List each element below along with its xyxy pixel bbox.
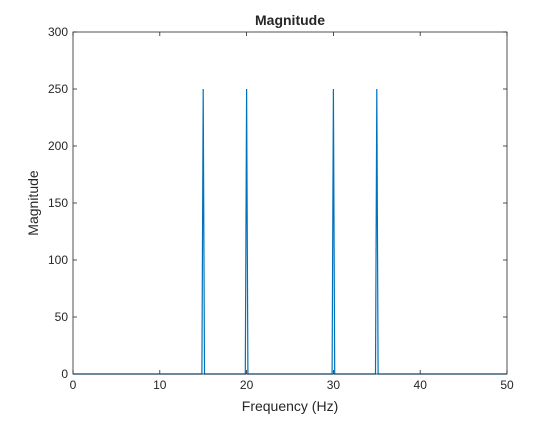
axes-box <box>72 31 508 375</box>
plot-area <box>73 32 507 374</box>
y-tick-label: 100 <box>48 253 68 267</box>
y-tick-label: 250 <box>48 82 68 96</box>
x-tick-label: 0 <box>70 378 77 392</box>
x-tick-label: 30 <box>327 378 341 392</box>
x-tick-label: 20 <box>240 378 254 392</box>
x-tick-label: 50 <box>500 378 514 392</box>
y-tick-label: 0 <box>61 367 68 381</box>
ticks-group: 0 10 20 30 40 50 0 50 100 150 200 250 300 <box>48 25 514 392</box>
y-tick-label: 200 <box>48 139 68 153</box>
y-tick-label: 50 <box>55 310 69 324</box>
y-tick-label: 150 <box>48 196 68 210</box>
x-axis-label: Frequency (Hz) <box>242 398 338 414</box>
chart-title: Magnitude <box>255 12 325 28</box>
y-tick-label: 300 <box>48 25 68 39</box>
x-tick-label: 10 <box>153 378 167 392</box>
x-tick-label: 40 <box>414 378 428 392</box>
y-axis-label: Magnitude <box>25 170 41 236</box>
